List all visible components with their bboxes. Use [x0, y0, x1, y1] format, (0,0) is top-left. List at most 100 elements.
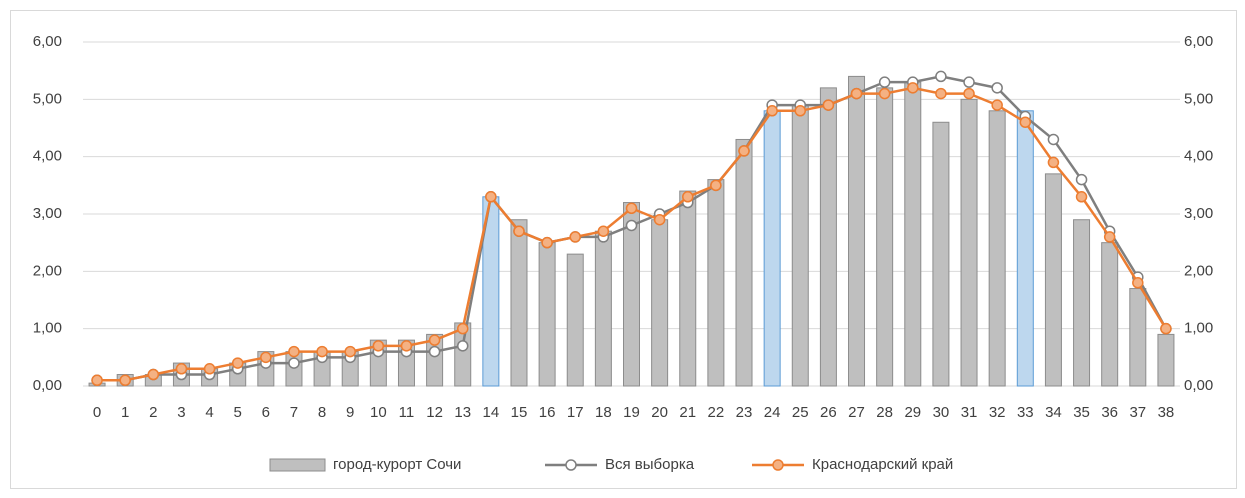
x-tick-label: 15 — [511, 404, 528, 421]
marker — [456, 322, 469, 335]
x-tick-label: 24 — [764, 404, 781, 421]
bar — [960, 98, 978, 387]
y-tick-label: 2,00 — [33, 262, 62, 279]
x-tick-label: 25 — [792, 404, 809, 421]
marker — [878, 87, 891, 100]
y2-tick-label: 6,00 — [1184, 33, 1213, 50]
marker — [794, 105, 807, 117]
x-tick-label: 28 — [876, 404, 893, 421]
bar — [988, 110, 1006, 387]
marker — [1075, 191, 1088, 203]
y2-tick-label: 1,00 — [1184, 320, 1213, 337]
x-tick-label: 8 — [318, 404, 326, 421]
marker — [907, 82, 919, 94]
marker — [428, 345, 441, 358]
y-tick-label: 1,00 — [33, 320, 62, 337]
x-tick-label: 14 — [483, 404, 500, 421]
marker — [878, 76, 891, 88]
marker — [991, 99, 1003, 111]
marker — [935, 70, 947, 83]
x-tick-label: 0 — [93, 404, 101, 421]
y-tick-label: 6,00 — [33, 33, 62, 50]
bar — [763, 110, 781, 387]
x-tick-label: 4 — [205, 404, 213, 421]
bar — [1101, 242, 1119, 387]
marker — [597, 225, 610, 237]
x-tick-label: 38 — [1158, 404, 1175, 421]
bar — [1044, 173, 1062, 387]
bar — [1157, 333, 1175, 387]
bar — [594, 230, 612, 387]
x-tick-label: 23 — [736, 404, 753, 421]
bar — [510, 219, 528, 387]
legend-label: Краснодарский край — [812, 456, 953, 473]
x-tick-label: 3 — [177, 404, 185, 421]
bar — [1073, 219, 1091, 387]
y2-tick-label: 5,00 — [1184, 90, 1213, 107]
marker — [147, 368, 160, 381]
marker — [738, 145, 750, 157]
x-tick-label: 2 — [149, 404, 157, 421]
bar — [932, 121, 950, 387]
marker — [1047, 133, 1060, 146]
x-tick-label: 19 — [623, 404, 640, 421]
x-tick-label: 12 — [426, 404, 443, 421]
marker — [653, 213, 666, 226]
bar — [735, 138, 753, 387]
x-tick-label: 32 — [989, 404, 1006, 421]
y-tick-label: 4,00 — [33, 148, 62, 165]
x-tick-label: 16 — [539, 404, 556, 421]
legend-label: город-курорт Сочи — [333, 456, 461, 473]
x-tick-label: 37 — [1129, 404, 1146, 421]
marker — [822, 99, 835, 111]
marker — [541, 236, 553, 249]
marker — [456, 340, 469, 352]
marker — [428, 334, 441, 346]
marker — [288, 357, 300, 369]
marker — [625, 219, 638, 232]
marker — [935, 87, 947, 100]
marker — [1160, 322, 1172, 335]
marker — [766, 105, 778, 117]
marker — [91, 374, 103, 387]
y-tick-label: 0,00 — [33, 377, 62, 394]
marker — [119, 374, 131, 387]
legend-swatch — [269, 458, 326, 472]
y2-tick-label: 2,00 — [1184, 262, 1213, 279]
marker — [1103, 231, 1116, 243]
bar — [848, 75, 866, 387]
x-tick-label: 18 — [595, 404, 612, 421]
y-tick-label: 5,00 — [33, 90, 62, 107]
marker — [485, 191, 497, 203]
bar — [904, 81, 922, 387]
bar — [791, 104, 809, 387]
x-tick-label: 6 — [262, 404, 270, 421]
x-tick-label: 34 — [1045, 404, 1062, 421]
bar — [819, 87, 837, 387]
marker — [850, 87, 863, 100]
chart-frame — [10, 10, 1237, 489]
marker — [991, 82, 1003, 94]
x-tick-label: 33 — [1017, 404, 1034, 421]
x-tick-label: 13 — [454, 404, 471, 421]
x-tick-label: 10 — [370, 404, 387, 421]
bar — [707, 179, 725, 387]
legend-swatch — [565, 459, 577, 471]
marker — [513, 225, 525, 237]
marker — [1047, 156, 1060, 169]
marker — [1075, 173, 1088, 186]
marker — [710, 179, 722, 192]
bar — [1129, 288, 1147, 387]
x-tick-label: 20 — [651, 404, 668, 421]
bar — [566, 253, 584, 387]
marker — [344, 345, 356, 358]
marker — [400, 340, 413, 352]
x-tick-label: 31 — [961, 404, 978, 421]
marker — [1019, 116, 1032, 129]
marker — [372, 340, 385, 352]
x-tick-label: 30 — [933, 404, 950, 421]
marker — [569, 231, 581, 243]
x-tick-label: 21 — [679, 404, 696, 421]
x-tick-label: 29 — [904, 404, 921, 421]
